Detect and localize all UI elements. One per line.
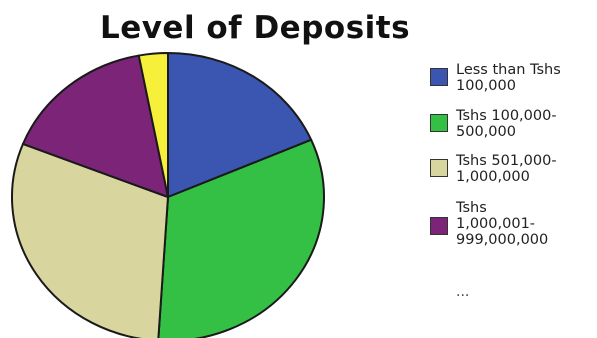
legend-swatch (430, 68, 448, 86)
pie-slice-3 (21, 54, 169, 198)
legend-label: Less than Tshs 100,000 (456, 62, 561, 94)
pie-slice-2 (11, 142, 169, 338)
pie-slice-0 (167, 52, 313, 198)
legend-label: Tshs 501,000- 1,000,000 (456, 153, 557, 185)
legend-swatch (430, 159, 448, 177)
legend-swatch (430, 217, 448, 235)
legend-swatch (430, 114, 448, 132)
pie-slice-1 (157, 138, 325, 338)
legend-label: Tshs 1,000,001- 999,000,000 (456, 200, 549, 248)
chart-title: Level of Deposits (99, 10, 411, 46)
legend-label: Tshs 100,000- 500,000 (456, 108, 557, 140)
legend-more-indicator: ... (456, 284, 470, 300)
pie-slice-4 (137, 52, 169, 198)
